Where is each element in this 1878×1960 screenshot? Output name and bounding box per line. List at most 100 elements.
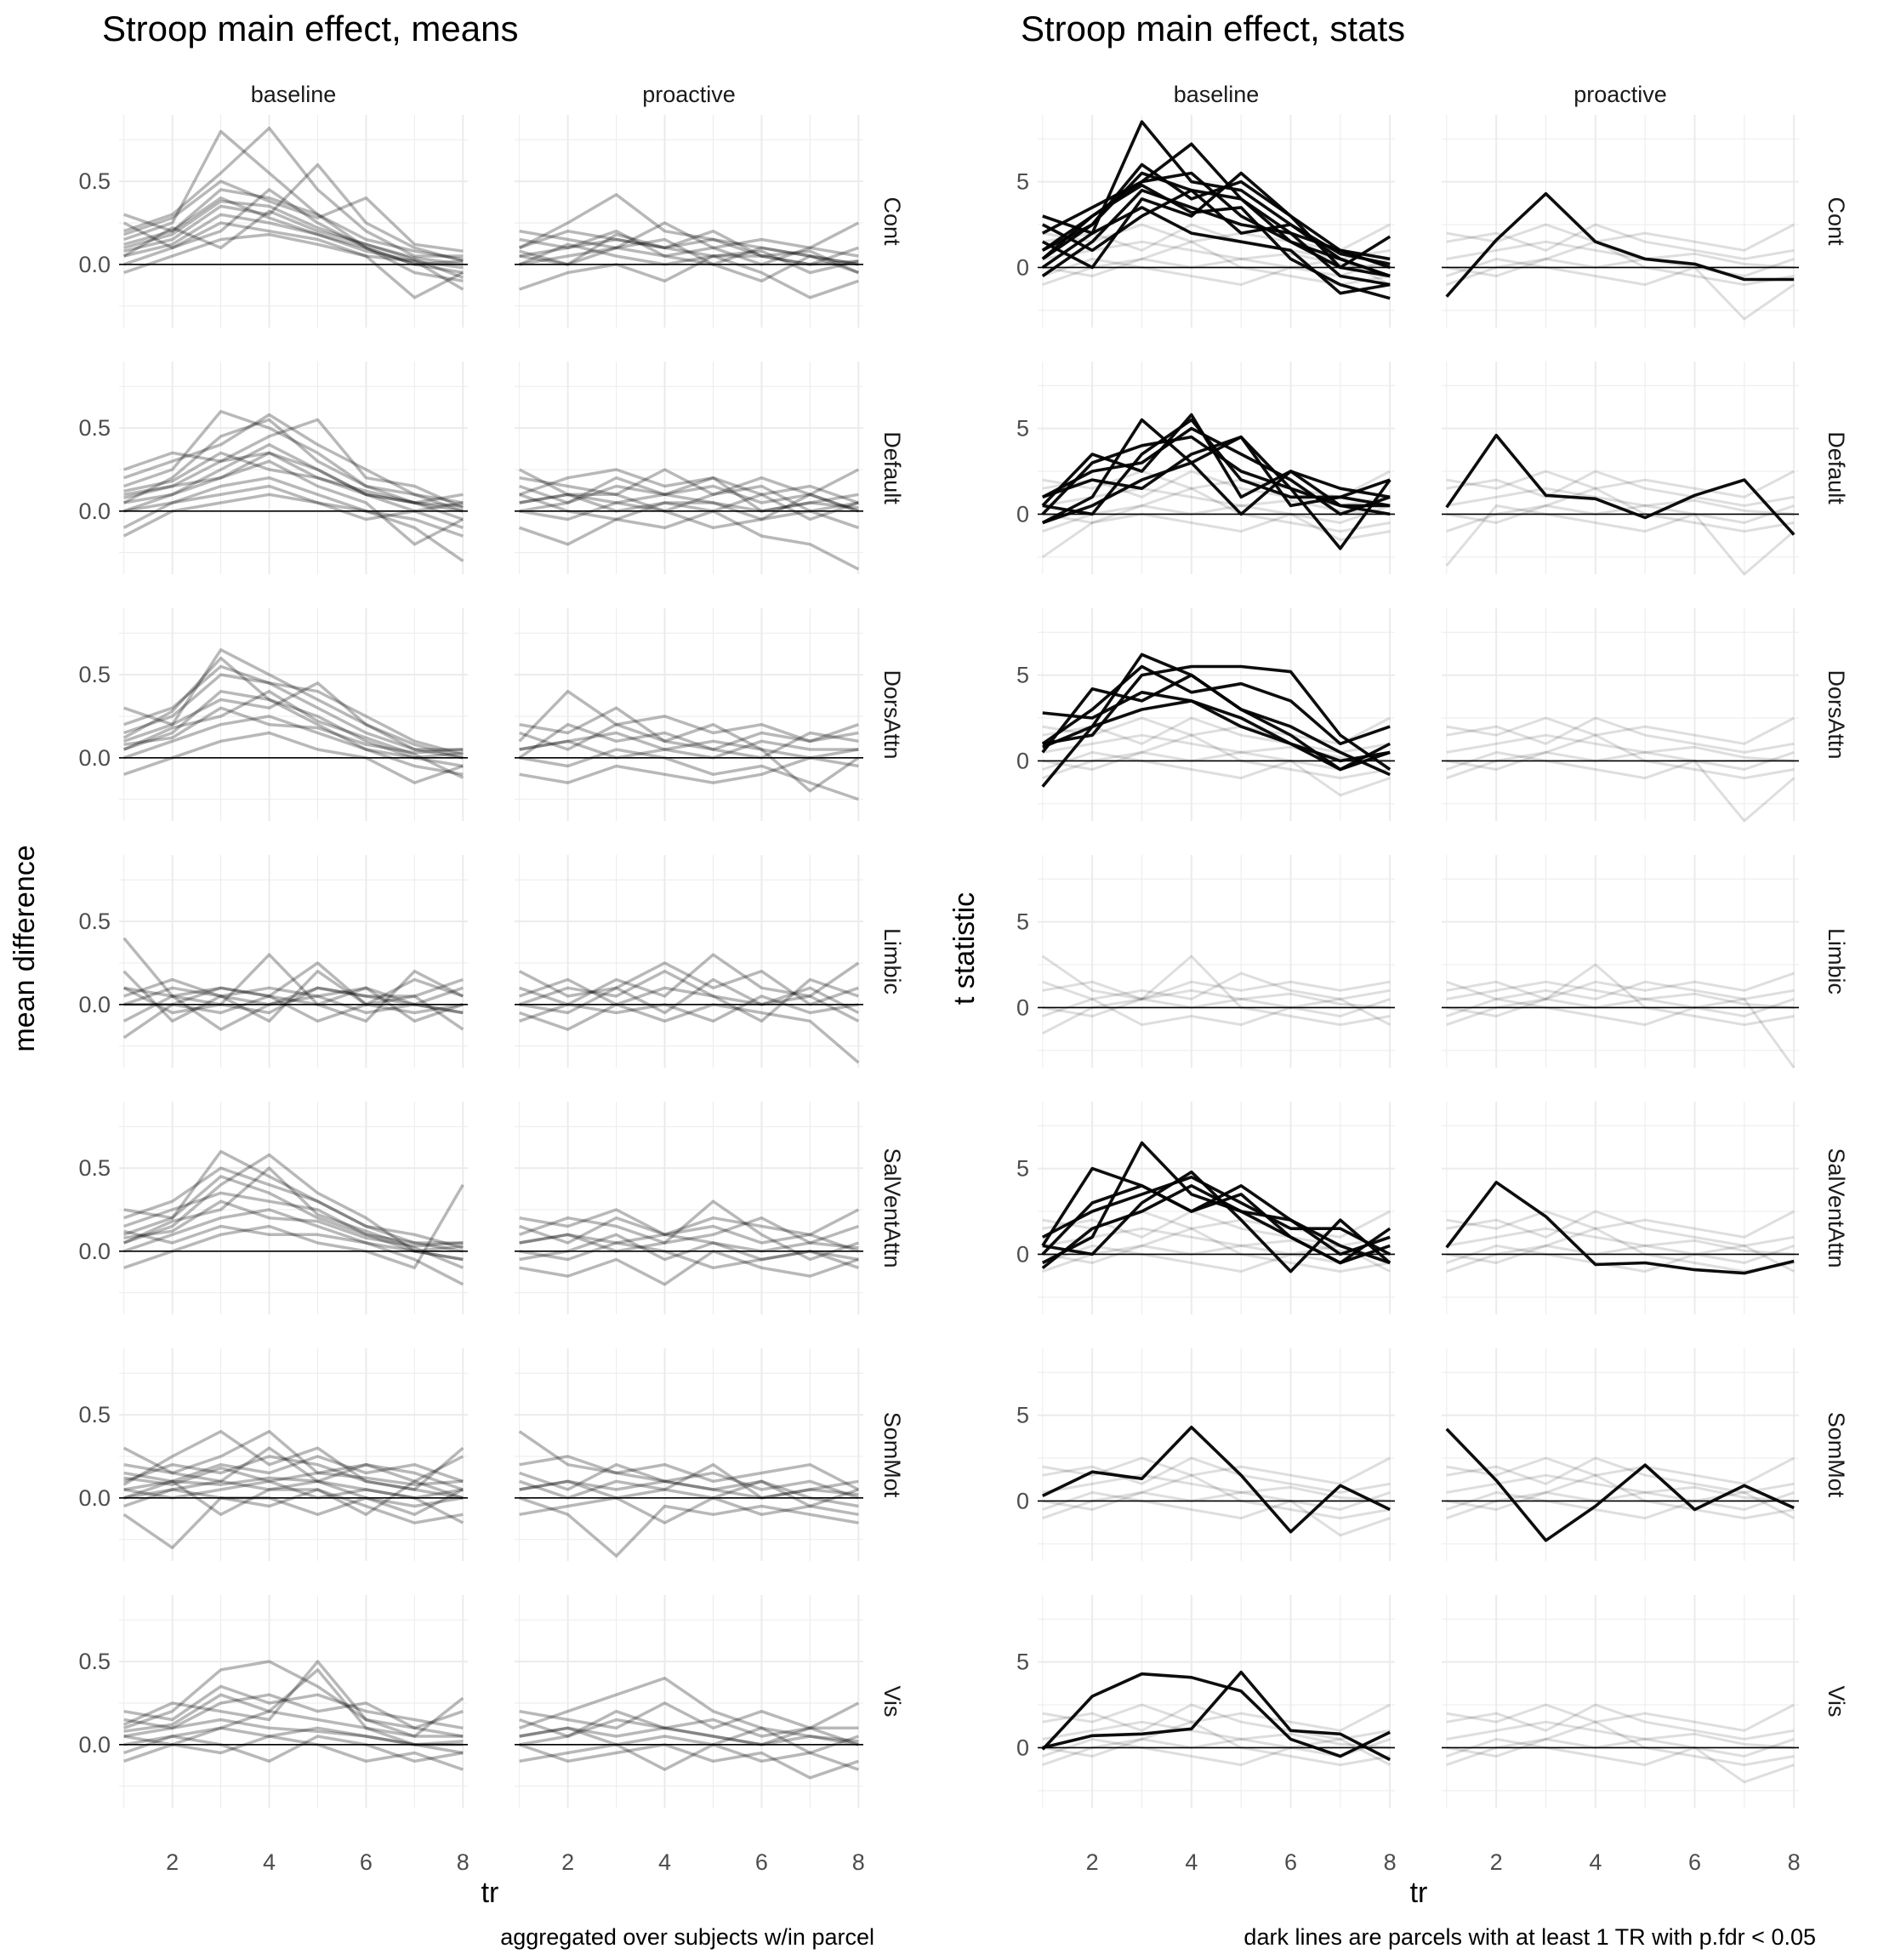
faded-parcel-line <box>1446 470 1795 499</box>
faded-parcel-line <box>1446 1473 1795 1502</box>
parcel-line <box>123 1488 464 1517</box>
faded-parcel-line <box>1446 1456 1795 1485</box>
y-tick-label: 0.0 <box>78 499 111 524</box>
faded-parcel-line <box>1042 750 1391 797</box>
parcel-line <box>519 969 860 1015</box>
significant-parcel-line <box>1041 188 1391 266</box>
y-tick-label: 5 <box>1016 1403 1029 1428</box>
panel <box>1442 1102 1799 1314</box>
facet-row-label: Default <box>879 431 905 504</box>
parcel-line <box>123 1735 464 1771</box>
parcel-line <box>123 1693 464 1738</box>
y-tick-label: 0.0 <box>78 992 111 1017</box>
parcel-line <box>123 664 464 756</box>
faded-parcel-line <box>1446 750 1795 771</box>
right-chart-title: Stroop main effect, stats <box>1021 9 1405 48</box>
parcel-line <box>123 1479 464 1517</box>
parcel-line <box>519 242 859 275</box>
panel <box>1442 855 1799 1068</box>
parcel-line <box>122 209 464 280</box>
panel <box>515 115 863 328</box>
parcel-line <box>519 1496 859 1558</box>
parcel-line <box>519 1479 859 1508</box>
parcel-line <box>519 953 860 1006</box>
parcel-line <box>519 232 860 275</box>
significant-parcel-line <box>1041 664 1391 746</box>
parcel-line <box>519 254 859 299</box>
faded-parcel-line <box>1446 1210 1795 1239</box>
parcel-line <box>123 1175 464 1262</box>
parcel-line <box>123 1660 464 1738</box>
parcel-line <box>123 706 464 755</box>
significant-parcel-line <box>1042 699 1391 763</box>
parcel-line <box>122 656 464 760</box>
panel <box>119 608 468 821</box>
parcel-line <box>123 977 464 1015</box>
parcel-line <box>122 970 464 1023</box>
parcel-line <box>519 221 860 250</box>
parcel-line <box>518 722 859 760</box>
faded-parcel-line <box>1042 487 1391 533</box>
faded-parcel-line <box>1042 1227 1391 1273</box>
panel <box>1442 608 1799 823</box>
parcel-line <box>519 1250 859 1286</box>
faded-parcel-line <box>1042 1244 1391 1264</box>
significant-parcel-line <box>1041 1141 1391 1265</box>
panel <box>1038 1595 1395 1808</box>
parcel-line <box>519 1241 859 1270</box>
significant-parcel-line <box>1445 433 1795 536</box>
significant-parcel-line <box>1041 1672 1391 1758</box>
parcel-line <box>519 237 859 266</box>
y-tick-label: 5 <box>1016 1649 1029 1675</box>
parcel-line <box>123 969 464 1031</box>
x-tick-label: 6 <box>360 1849 373 1875</box>
parcel-line <box>123 199 464 266</box>
significant-parcel-line <box>1041 171 1391 278</box>
panel <box>119 1102 468 1314</box>
faded-parcel-line <box>1446 716 1795 754</box>
panel <box>119 115 468 328</box>
x-tick-label: 8 <box>1384 1849 1397 1875</box>
parcel-line <box>122 418 464 521</box>
faded-parcel-line <box>1446 997 1795 1017</box>
x-tick-label: 4 <box>1589 1849 1602 1875</box>
x-axis-title: tr <box>481 1877 499 1909</box>
parcel-line <box>519 493 859 521</box>
significant-parcel-line <box>1042 435 1391 516</box>
panel <box>1442 1595 1799 1808</box>
parcel-line <box>123 1446 464 1491</box>
parcel-line <box>519 468 860 497</box>
parcel-line <box>122 689 464 779</box>
facet-row-label: Cont <box>879 197 905 246</box>
significant-parcel-line <box>1042 418 1391 516</box>
x-tick-label: 2 <box>1086 1849 1099 1875</box>
parcel-line <box>123 1149 464 1253</box>
faded-parcel-line <box>1446 997 1795 1068</box>
x-tick-label: 6 <box>755 1849 768 1875</box>
faded-parcel-line <box>1445 504 1795 576</box>
faded-parcel-line <box>1446 1720 1795 1749</box>
y-axis-title: t statistic <box>948 892 981 1005</box>
faded-parcel-line <box>1446 257 1795 321</box>
parcel-line <box>123 129 464 275</box>
facet-column-label: baseline <box>1174 82 1260 107</box>
parcel-line <box>123 188 464 283</box>
panel <box>1038 1102 1395 1314</box>
y-tick-label: 0.0 <box>78 1485 111 1511</box>
parcel-line <box>519 977 860 1023</box>
parcel-line <box>123 1455 464 1484</box>
y-tick-label: 5 <box>1016 663 1029 688</box>
parcel-line <box>519 1233 859 1253</box>
parcel-line <box>519 1455 860 1491</box>
y-tick-label: 0 <box>1016 994 1029 1020</box>
parcel-line <box>123 1693 464 1730</box>
faded-parcel-line <box>1042 1720 1391 1767</box>
parcel-line <box>123 1199 464 1248</box>
parcel-line <box>518 689 859 744</box>
x-tick-label: 6 <box>1688 1849 1701 1875</box>
parcel-line <box>123 213 464 270</box>
significant-parcel-line <box>1445 1181 1795 1275</box>
right-caption: dark lines are parcels with at least 1 T… <box>1243 1924 1816 1950</box>
